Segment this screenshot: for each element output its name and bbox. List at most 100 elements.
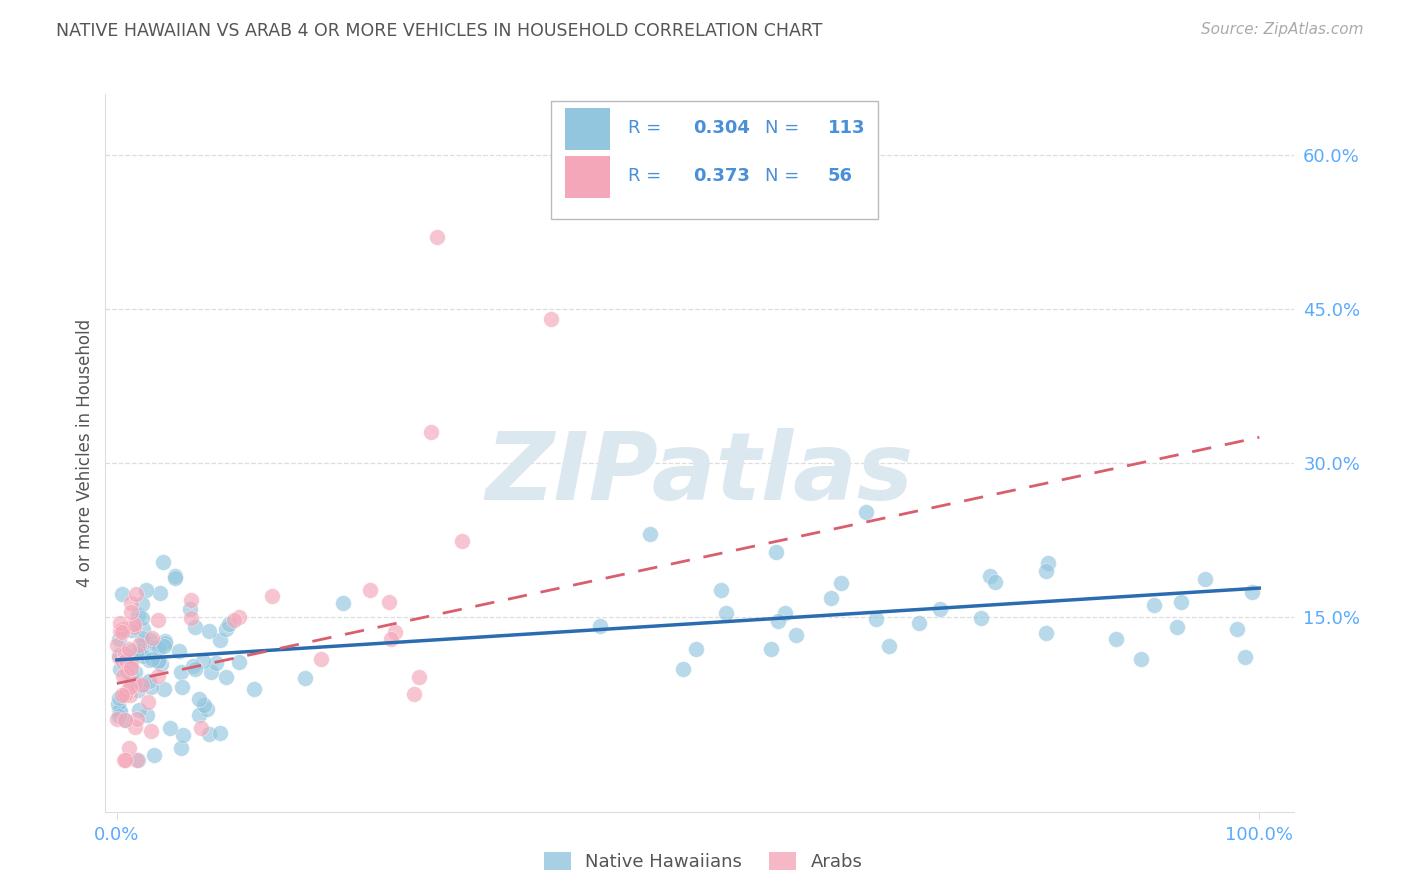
Point <box>193 698 215 712</box>
Point <box>167 644 190 658</box>
Point <box>120 689 142 703</box>
Text: N =: N = <box>765 167 799 186</box>
Point <box>198 727 221 741</box>
Point <box>181 658 204 673</box>
Point <box>170 665 193 680</box>
Point <box>153 633 176 648</box>
Point <box>148 640 170 655</box>
Legend: Native Hawaiians, Arabs: Native Hawaiians, Arabs <box>536 845 870 879</box>
Point <box>979 569 1001 583</box>
Point <box>260 589 283 603</box>
Point <box>108 709 131 723</box>
Point <box>132 648 155 663</box>
Point <box>120 668 142 682</box>
Point <box>865 612 887 626</box>
Point <box>148 654 170 668</box>
Point <box>1036 556 1059 570</box>
Point <box>1035 626 1057 640</box>
Point <box>118 642 141 657</box>
Point <box>142 747 165 762</box>
Point <box>765 545 787 559</box>
Point <box>114 713 136 727</box>
Point <box>215 622 238 636</box>
Point <box>188 708 211 723</box>
Point <box>380 632 402 646</box>
Point <box>118 740 141 755</box>
Point <box>191 654 214 668</box>
Point <box>124 620 146 634</box>
Point <box>184 620 207 634</box>
Point <box>111 688 134 702</box>
Point <box>138 674 160 689</box>
Point <box>107 648 129 662</box>
Point <box>125 753 148 767</box>
Point <box>187 692 209 706</box>
Point <box>830 575 852 590</box>
Text: 56: 56 <box>828 167 853 186</box>
Point <box>146 654 169 668</box>
Point <box>136 695 159 709</box>
Point <box>198 624 221 638</box>
Point <box>121 644 143 658</box>
Point <box>908 615 931 630</box>
Point <box>1170 594 1192 608</box>
Point <box>172 680 194 694</box>
Point <box>1234 650 1257 665</box>
Point <box>108 624 131 638</box>
Point <box>115 665 138 679</box>
Point <box>165 571 187 585</box>
Point <box>420 425 443 439</box>
Point <box>451 534 474 549</box>
Point <box>540 312 562 326</box>
Point <box>107 638 129 652</box>
Point <box>149 585 172 599</box>
Text: 113: 113 <box>828 120 865 137</box>
Point <box>111 622 134 636</box>
Point <box>124 720 146 734</box>
Point <box>125 712 148 726</box>
Point <box>672 662 695 676</box>
Point <box>359 582 381 597</box>
Point <box>384 625 406 640</box>
Point <box>131 678 153 692</box>
Point <box>145 640 167 655</box>
Point <box>855 505 877 519</box>
Point <box>114 713 136 727</box>
Point <box>190 722 212 736</box>
Point <box>108 704 131 718</box>
Point <box>928 601 950 615</box>
Point <box>114 647 136 661</box>
Point <box>970 611 993 625</box>
Point <box>127 607 149 622</box>
Point <box>1129 652 1152 666</box>
Point <box>877 639 900 653</box>
Point <box>984 575 1007 590</box>
Point <box>785 628 807 642</box>
Point <box>1240 585 1263 599</box>
Point <box>1194 572 1216 586</box>
Point <box>150 657 173 672</box>
Point <box>141 652 163 666</box>
Point <box>179 601 201 615</box>
Point <box>1142 598 1164 612</box>
Point <box>311 652 333 666</box>
Point <box>124 676 146 690</box>
Point <box>426 230 449 244</box>
Point <box>228 655 250 669</box>
Point <box>112 753 135 767</box>
Point <box>408 670 430 684</box>
Point <box>127 753 149 767</box>
Point <box>114 688 136 702</box>
Point <box>172 728 194 742</box>
Point <box>124 665 146 680</box>
Text: N =: N = <box>765 120 799 137</box>
Point <box>135 582 157 597</box>
Point <box>132 622 155 636</box>
Point <box>1226 622 1249 636</box>
Point <box>1035 564 1057 578</box>
Point <box>208 726 231 740</box>
Point <box>153 636 176 650</box>
Point <box>152 555 174 569</box>
Point <box>138 653 160 667</box>
Point <box>134 639 156 653</box>
